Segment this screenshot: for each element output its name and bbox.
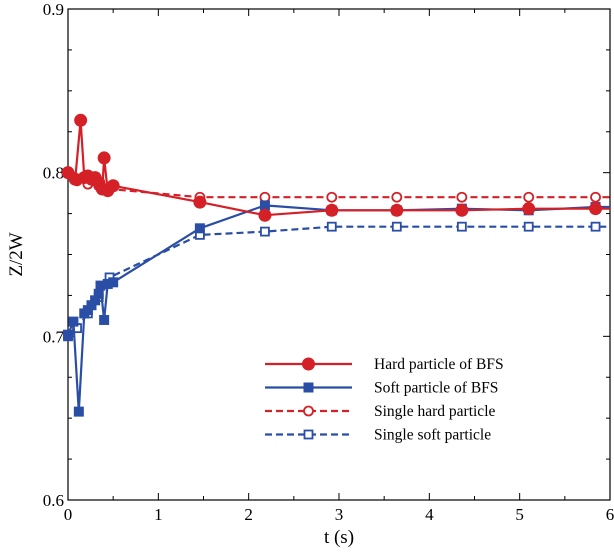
data-point	[68, 316, 79, 327]
legend-marker	[303, 429, 314, 440]
legend-label: Single hard particle	[374, 403, 495, 420]
legend-marker	[303, 382, 314, 393]
data-point	[258, 208, 272, 222]
x-tick-label: 6	[606, 505, 614, 524]
legend: Hard particle of BFS Soft particle of BFS…	[265, 356, 504, 444]
x-tick-label: 4	[425, 505, 434, 524]
y-tick-label: 0.9	[43, 0, 64, 19]
plot-frame	[67, 8, 611, 501]
data-point	[590, 191, 601, 203]
series-line	[66, 204, 610, 413]
data-point	[523, 191, 535, 203]
y-axis-title: Z/2W	[6, 232, 27, 276]
data-point	[326, 221, 337, 232]
series-3	[62, 167, 610, 203]
data-point	[523, 221, 534, 232]
data-point	[108, 277, 119, 288]
plot-border	[67, 8, 611, 501]
legend-marker	[302, 357, 315, 371]
data-point	[73, 406, 84, 417]
data-point	[193, 195, 207, 209]
data-point	[455, 203, 469, 217]
data-point	[194, 223, 205, 234]
data-point	[259, 200, 270, 211]
x-tick-label: 2	[244, 505, 253, 524]
data-point	[391, 191, 403, 203]
data-point	[326, 191, 338, 203]
series-1	[61, 113, 610, 222]
data-point	[260, 226, 270, 237]
data-point	[259, 191, 271, 203]
data-point	[63, 329, 73, 340]
series-line	[67, 225, 610, 338]
y-tick-label: 0.8	[43, 164, 64, 183]
data-point	[522, 202, 536, 216]
x-axis: 0 1 2 3 4 5 6	[64, 9, 614, 524]
legend-label: Soft particle of BFS	[374, 380, 498, 397]
data-point	[97, 151, 111, 165]
legend-label: Single soft particle	[374, 427, 491, 444]
x-tick-label: 1	[154, 505, 163, 524]
y-axis: 0.6 0.7 0.8 0.9	[43, 0, 610, 510]
data-point	[590, 221, 601, 232]
y-tick-label: 0.7	[43, 327, 65, 346]
data-point	[589, 202, 603, 216]
data-point	[390, 203, 404, 217]
x-axis-title: t (s)	[324, 527, 354, 548]
x-tick-label: 0	[64, 505, 73, 524]
x-tick-label: 3	[335, 505, 344, 524]
data-point	[106, 179, 120, 193]
data-point	[456, 221, 467, 232]
series-2	[63, 200, 610, 417]
data-point	[391, 221, 402, 232]
legend-marker	[303, 405, 314, 417]
x-tick-label: 5	[515, 505, 524, 524]
series-4	[63, 221, 610, 342]
data-point	[325, 203, 339, 217]
data-point	[99, 314, 110, 325]
data-point	[93, 288, 104, 299]
data-point	[74, 113, 88, 127]
data-point	[456, 191, 468, 203]
y-tick-label: 0.6	[43, 491, 64, 510]
legend-label: Hard particle of BFS	[374, 356, 504, 373]
series-layer	[61, 113, 610, 417]
